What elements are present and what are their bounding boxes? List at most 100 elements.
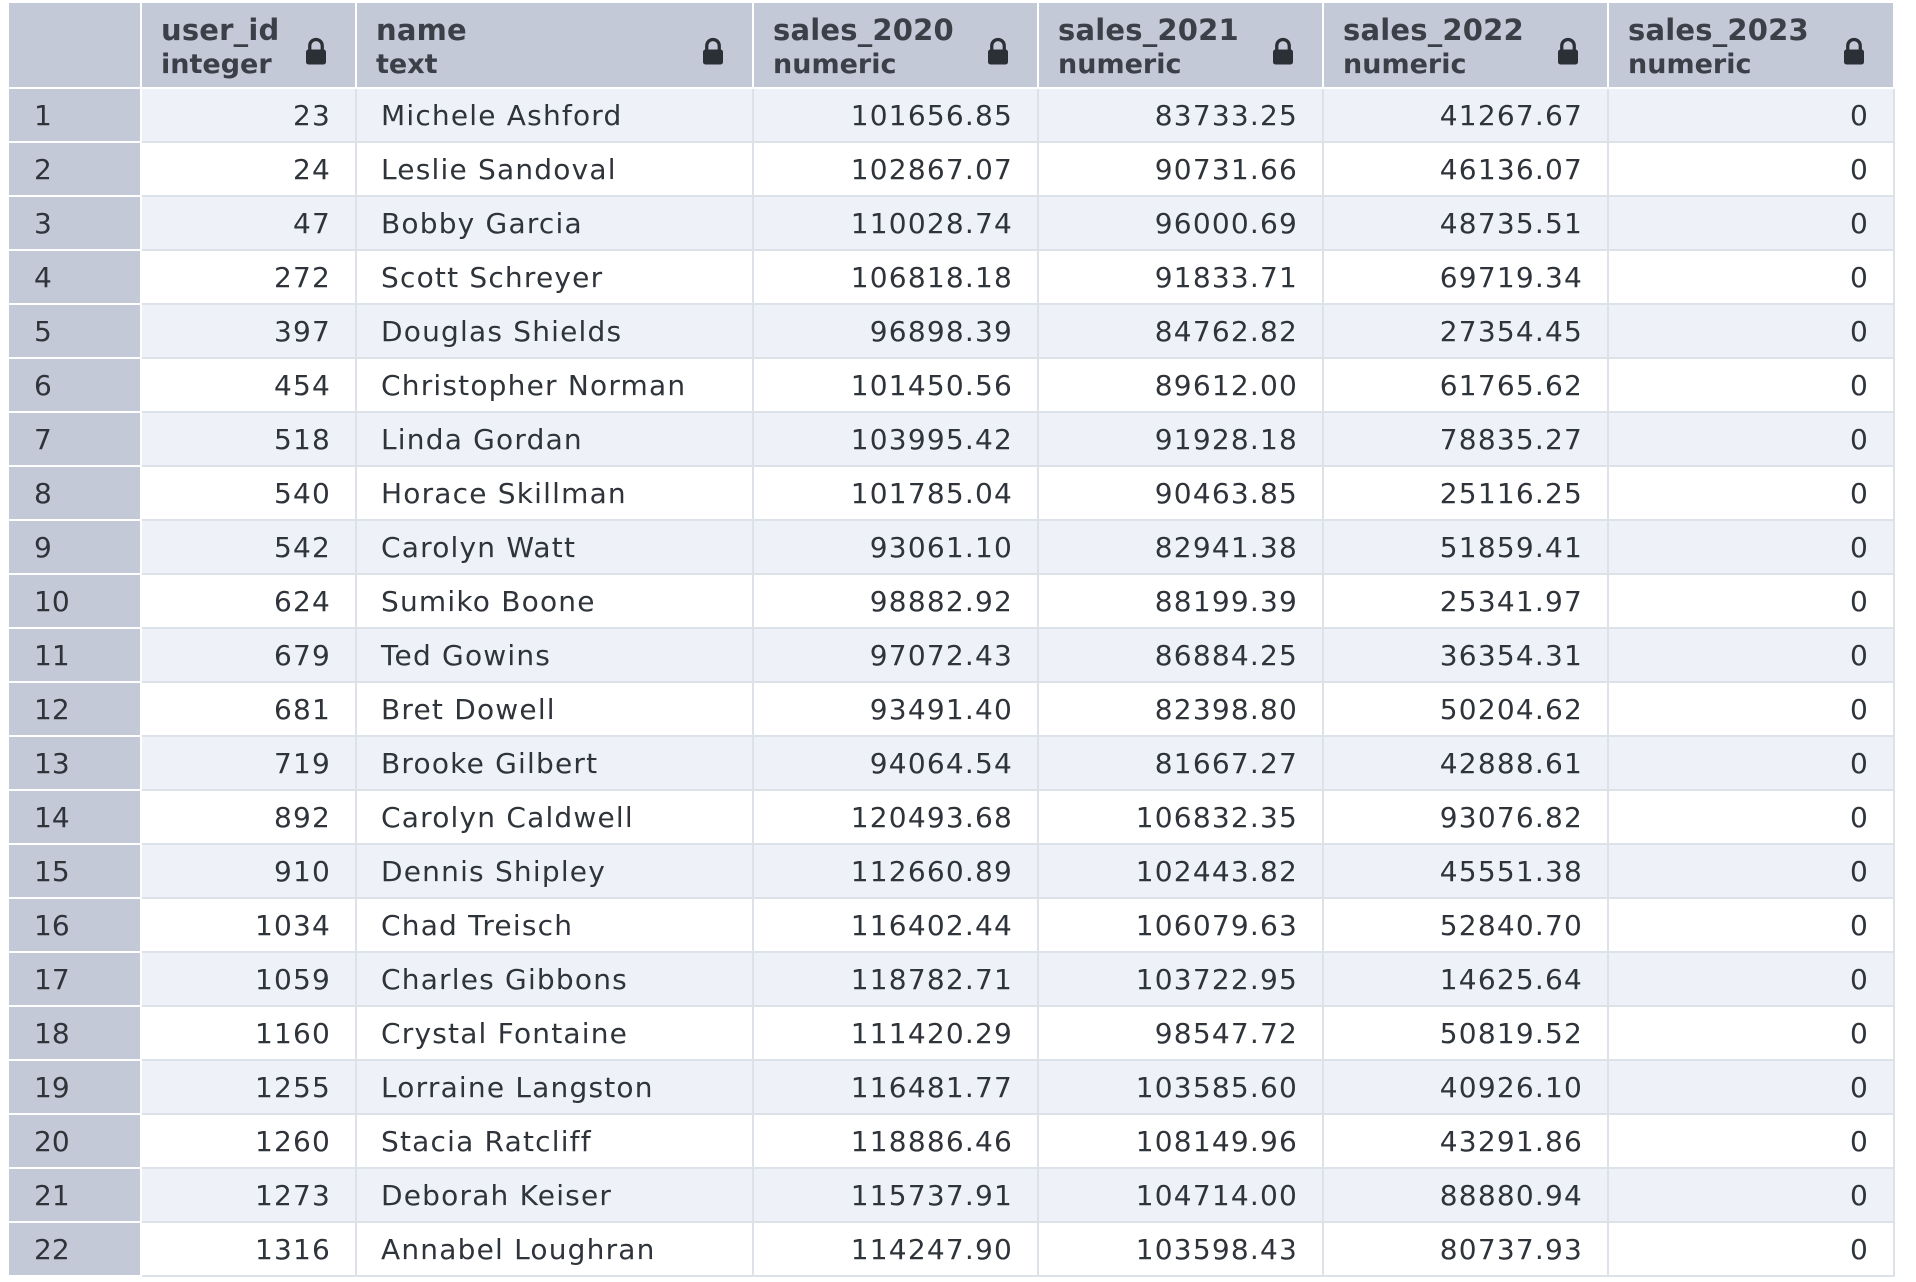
- cell-sales-2021[interactable]: 96000.69: [1038, 196, 1324, 251]
- cell-sales-2023[interactable]: 0: [1608, 88, 1895, 143]
- row-number[interactable]: 4: [9, 250, 142, 305]
- cell-sales-2021[interactable]: 106079.63: [1038, 898, 1324, 953]
- cell-sales-2020[interactable]: 94064.54: [753, 736, 1039, 791]
- cell-user-id[interactable]: 679: [141, 628, 357, 683]
- cell-sales-2020[interactable]: 102867.07: [753, 142, 1039, 197]
- table-row[interactable]: 8 540 Horace Skillman 101785.04 90463.85 2511…: [9, 466, 1895, 521]
- row-number[interactable]: 15: [9, 844, 142, 899]
- cell-sales-2022[interactable]: 51859.41: [1323, 520, 1609, 575]
- cell-sales-2021[interactable]: 86884.25: [1038, 628, 1324, 683]
- row-number[interactable]: 6: [9, 358, 142, 413]
- row-number[interactable]: 16: [9, 898, 142, 953]
- cell-sales-2023[interactable]: 0: [1608, 898, 1895, 953]
- column-header-name[interactable]: name text: [356, 3, 754, 89]
- cell-sales-2020[interactable]: 118886.46: [753, 1114, 1039, 1169]
- cell-sales-2022[interactable]: 27354.45: [1323, 304, 1609, 359]
- row-number[interactable]: 22: [9, 1222, 142, 1277]
- cell-sales-2020[interactable]: 98882.92: [753, 574, 1039, 629]
- cell-sales-2021[interactable]: 84762.82: [1038, 304, 1324, 359]
- cell-name[interactable]: Sumiko Boone: [356, 574, 754, 629]
- row-number[interactable]: 14: [9, 790, 142, 845]
- cell-user-id[interactable]: 540: [141, 466, 357, 521]
- cell-sales-2022[interactable]: 45551.38: [1323, 844, 1609, 899]
- cell-sales-2022[interactable]: 50819.52: [1323, 1006, 1609, 1061]
- cell-sales-2020[interactable]: 101450.56: [753, 358, 1039, 413]
- row-number[interactable]: 9: [9, 520, 142, 575]
- cell-user-id[interactable]: 47: [141, 196, 357, 251]
- cell-sales-2023[interactable]: 0: [1608, 358, 1895, 413]
- cell-name[interactable]: Deborah Keiser: [356, 1168, 754, 1223]
- cell-user-id[interactable]: 1059: [141, 952, 357, 1007]
- table-row[interactable]: 7 518 Linda Gordan 103995.42 91928.18 78835.2…: [9, 412, 1895, 467]
- cell-sales-2020[interactable]: 103995.42: [753, 412, 1039, 467]
- cell-sales-2020[interactable]: 93491.40: [753, 682, 1039, 737]
- table-row[interactable]: 15 910 Dennis Shipley 112660.89 102443.82 455…: [9, 844, 1895, 899]
- cell-sales-2021[interactable]: 103722.95: [1038, 952, 1324, 1007]
- row-number[interactable]: 21: [9, 1168, 142, 1223]
- cell-name[interactable]: Bret Dowell: [356, 682, 754, 737]
- row-number[interactable]: 12: [9, 682, 142, 737]
- cell-name[interactable]: Brooke Gilbert: [356, 736, 754, 791]
- row-number[interactable]: 18: [9, 1006, 142, 1061]
- table-row[interactable]: 9 542 Carolyn Watt 93061.10 82941.38 51859.41…: [9, 520, 1895, 575]
- cell-sales-2023[interactable]: 0: [1608, 250, 1895, 305]
- cell-sales-2022[interactable]: 25341.97: [1323, 574, 1609, 629]
- cell-name[interactable]: Stacia Ratcliff: [356, 1114, 754, 1169]
- cell-sales-2023[interactable]: 0: [1608, 520, 1895, 575]
- cell-sales-2023[interactable]: 0: [1608, 304, 1895, 359]
- table-row[interactable]: 10 624 Sumiko Boone 98882.92 88199.39 25341.9…: [9, 574, 1895, 629]
- table-row[interactable]: 19 1255 Lorraine Langston 116481.77 103585.6…: [9, 1060, 1895, 1115]
- table-row[interactable]: 13 719 Brooke Gilbert 94064.54 81667.27 42888…: [9, 736, 1895, 791]
- row-number[interactable]: 17: [9, 952, 142, 1007]
- cell-name[interactable]: Annabel Loughran: [356, 1222, 754, 1277]
- column-header-sales-2020[interactable]: sales_2020 numeric: [753, 3, 1039, 89]
- cell-sales-2023[interactable]: 0: [1608, 1114, 1895, 1169]
- cell-sales-2023[interactable]: 0: [1608, 412, 1895, 467]
- table-row[interactable]: 12 681 Bret Dowell 93491.40 82398.80 50204.62…: [9, 682, 1895, 737]
- cell-sales-2022[interactable]: 88880.94: [1323, 1168, 1609, 1223]
- row-number[interactable]: 5: [9, 304, 142, 359]
- cell-sales-2023[interactable]: 0: [1608, 628, 1895, 683]
- table-row[interactable]: 4 272 Scott Schreyer 106818.18 91833.71 69719…: [9, 250, 1895, 305]
- select-all-corner[interactable]: [9, 3, 142, 89]
- cell-sales-2021[interactable]: 103585.60: [1038, 1060, 1324, 1115]
- cell-sales-2023[interactable]: 0: [1608, 952, 1895, 1007]
- cell-sales-2022[interactable]: 78835.27: [1323, 412, 1609, 467]
- cell-sales-2022[interactable]: 46136.07: [1323, 142, 1609, 197]
- row-number[interactable]: 11: [9, 628, 142, 683]
- cell-user-id[interactable]: 719: [141, 736, 357, 791]
- cell-sales-2020[interactable]: 93061.10: [753, 520, 1039, 575]
- cell-sales-2023[interactable]: 0: [1608, 1168, 1895, 1223]
- cell-sales-2023[interactable]: 0: [1608, 790, 1895, 845]
- table-row[interactable]: 14 892 Carolyn Caldwell 120493.68 106832.35 9…: [9, 790, 1895, 845]
- cell-sales-2022[interactable]: 25116.25: [1323, 466, 1609, 521]
- row-number[interactable]: 3: [9, 196, 142, 251]
- cell-name[interactable]: Carolyn Caldwell: [356, 790, 754, 845]
- cell-name[interactable]: Christopher Norman: [356, 358, 754, 413]
- cell-user-id[interactable]: 397: [141, 304, 357, 359]
- row-number[interactable]: 2: [9, 142, 142, 197]
- cell-sales-2020[interactable]: 114247.90: [753, 1222, 1039, 1277]
- table-row[interactable]: 5 397 Douglas Shields 96898.39 84762.82 27354…: [9, 304, 1895, 359]
- row-number[interactable]: 13: [9, 736, 142, 791]
- cell-user-id[interactable]: 1255: [141, 1060, 357, 1115]
- cell-sales-2022[interactable]: 52840.70: [1323, 898, 1609, 953]
- cell-sales-2022[interactable]: 61765.62: [1323, 358, 1609, 413]
- table-row[interactable]: 3 47 Bobby Garcia 110028.74 96000.69 48735.51…: [9, 196, 1895, 251]
- cell-user-id[interactable]: 910: [141, 844, 357, 899]
- column-header-user-id[interactable]: user_id integer: [141, 3, 357, 89]
- table-row[interactable]: 2 24 Leslie Sandoval 102867.07 90731.66 46136…: [9, 142, 1895, 197]
- cell-name[interactable]: Crystal Fontaine: [356, 1006, 754, 1061]
- row-number[interactable]: 10: [9, 574, 142, 629]
- cell-sales-2020[interactable]: 101785.04: [753, 466, 1039, 521]
- cell-sales-2020[interactable]: 112660.89: [753, 844, 1039, 899]
- cell-user-id[interactable]: 454: [141, 358, 357, 413]
- cell-sales-2020[interactable]: 120493.68: [753, 790, 1039, 845]
- column-header-sales-2021[interactable]: sales_2021 numeric: [1038, 3, 1324, 89]
- cell-sales-2020[interactable]: 96898.39: [753, 304, 1039, 359]
- cell-sales-2022[interactable]: 14625.64: [1323, 952, 1609, 1007]
- cell-sales-2020[interactable]: 110028.74: [753, 196, 1039, 251]
- cell-sales-2020[interactable]: 115737.91: [753, 1168, 1039, 1223]
- cell-sales-2023[interactable]: 0: [1608, 466, 1895, 521]
- row-number[interactable]: 20: [9, 1114, 142, 1169]
